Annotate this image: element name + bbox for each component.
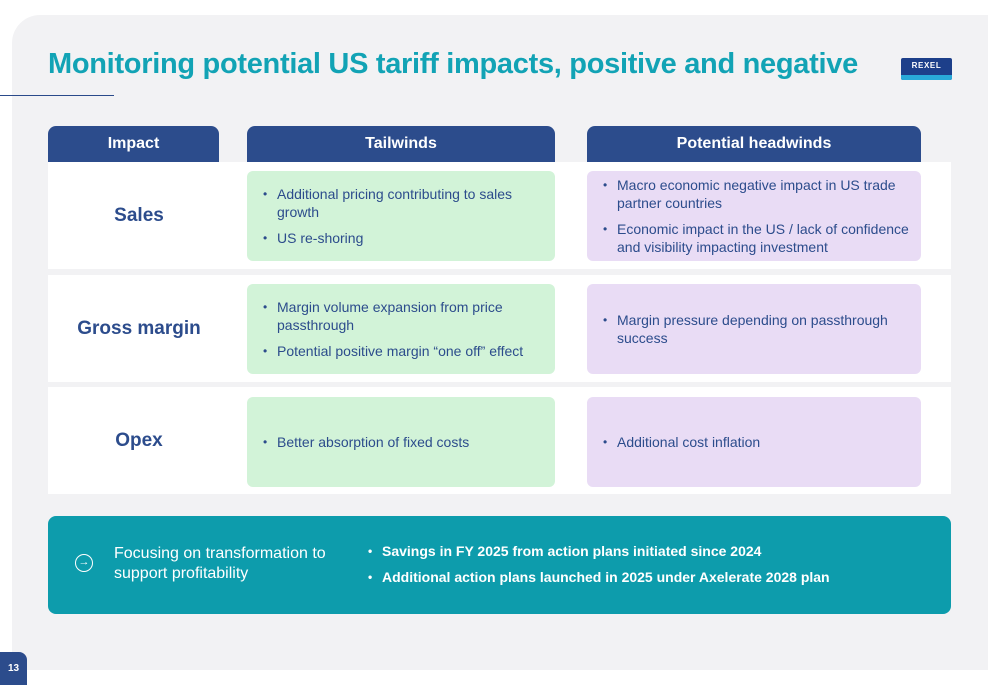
logo-text: REXEL	[911, 61, 942, 70]
tailwinds-cell: Margin volume expansion from price passt…	[247, 284, 555, 374]
tailwinds-cell: Additional pricing contributing to sales…	[247, 171, 555, 261]
bullet-item: Economic impact in the US / lack of conf…	[601, 220, 911, 256]
focus-banner: → Focusing on transformation to support …	[48, 516, 951, 614]
title-divider	[0, 95, 114, 96]
rexel-logo: REXEL	[901, 58, 952, 80]
header-impact: Impact	[48, 126, 219, 162]
bullet-item: Potential positive margin “one off” effe…	[261, 342, 545, 360]
logo-stripe	[901, 75, 952, 80]
bullet-item: Margin pressure depending on passthrough…	[601, 311, 911, 347]
focus-label: Focusing on transformation to support pr…	[114, 545, 326, 582]
row-label: Gross margin	[77, 317, 201, 339]
headwinds-cell: Macro economic negative impact in US tra…	[587, 171, 921, 261]
bullet-item: Additional pricing contributing to sales…	[261, 185, 545, 221]
row-label: Sales	[114, 204, 164, 226]
headwinds-cell: Margin pressure depending on passthrough…	[587, 284, 921, 374]
bullet-item: US re-shoring	[261, 229, 545, 247]
header-tailwinds: Tailwinds	[247, 126, 555, 162]
page-number: 13	[0, 652, 27, 685]
focus-points: Savings in FY 2025 from action plans ini…	[366, 542, 926, 594]
headwinds-cell: Additional cost inflation	[587, 397, 921, 487]
row-sales: Sales Additional pricing contributing to…	[48, 162, 951, 269]
arrow-right-circle-icon: →	[75, 554, 93, 572]
page-title: Monitoring potential US tariff impacts, …	[48, 48, 858, 80]
bullet-item: Additional cost inflation	[601, 433, 911, 451]
focus-point: Savings in FY 2025 from action plans ini…	[366, 542, 926, 560]
tailwinds-cell: Better absorption of fixed costs	[247, 397, 555, 487]
bullet-item: Better absorption of fixed costs	[261, 433, 545, 451]
header-headwinds: Potential headwinds	[587, 126, 921, 162]
bullet-item: Margin volume expansion from price passt…	[261, 298, 545, 334]
bullet-item: Macro economic negative impact in US tra…	[601, 176, 911, 212]
row-label: Opex	[115, 429, 163, 451]
row-opex: Opex Better absorption of fixed costs Ad…	[48, 387, 951, 494]
row-gross-margin: Gross margin Margin volume expansion fro…	[48, 275, 951, 382]
focus-point: Additional action plans launched in 2025…	[366, 568, 926, 586]
